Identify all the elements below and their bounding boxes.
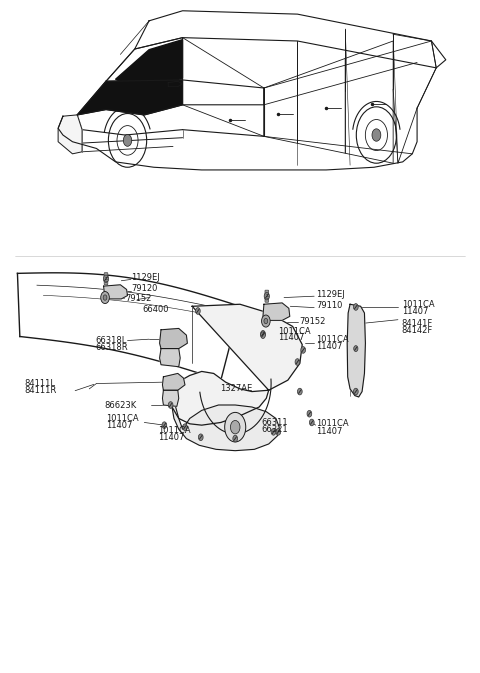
Text: 1129EJ: 1129EJ <box>317 290 345 299</box>
Polygon shape <box>104 285 128 299</box>
Polygon shape <box>159 349 180 367</box>
Text: 1011CA: 1011CA <box>316 334 348 344</box>
Circle shape <box>301 347 306 353</box>
Polygon shape <box>263 303 290 320</box>
Text: 86623K: 86623K <box>105 400 137 409</box>
Text: 79152: 79152 <box>125 294 152 304</box>
Circle shape <box>261 332 265 339</box>
Text: 1011CA: 1011CA <box>278 326 311 336</box>
Text: 11407: 11407 <box>316 342 342 351</box>
Circle shape <box>310 419 314 426</box>
Circle shape <box>298 388 302 395</box>
Text: 1011CA: 1011CA <box>317 419 349 428</box>
Text: 84142F: 84142F <box>402 326 433 335</box>
Text: 84141F: 84141F <box>402 318 433 328</box>
Circle shape <box>264 293 269 300</box>
Circle shape <box>195 308 200 314</box>
Polygon shape <box>168 81 182 87</box>
Polygon shape <box>172 394 279 451</box>
Text: 84111R: 84111R <box>24 386 57 396</box>
Text: 66400: 66400 <box>142 305 168 314</box>
Circle shape <box>103 275 108 283</box>
Circle shape <box>123 135 132 146</box>
Circle shape <box>354 346 358 351</box>
Text: 11407: 11407 <box>402 307 428 316</box>
Circle shape <box>168 402 173 409</box>
Polygon shape <box>162 374 185 390</box>
Circle shape <box>233 435 238 442</box>
Text: 1327AE: 1327AE <box>220 384 252 394</box>
Text: 1129EJ: 1129EJ <box>132 273 160 282</box>
Polygon shape <box>159 328 187 349</box>
Circle shape <box>225 413 246 442</box>
Text: 11407: 11407 <box>157 433 184 442</box>
Circle shape <box>103 295 107 300</box>
Circle shape <box>101 291 109 304</box>
Circle shape <box>276 429 281 435</box>
Circle shape <box>182 424 187 431</box>
Circle shape <box>162 422 167 429</box>
Text: 66318R: 66318R <box>96 343 128 353</box>
Text: 11407: 11407 <box>317 427 343 435</box>
Polygon shape <box>58 115 82 154</box>
Circle shape <box>372 129 381 141</box>
Circle shape <box>262 315 270 327</box>
Text: 79110: 79110 <box>317 301 343 310</box>
Text: 79152: 79152 <box>300 317 326 326</box>
Circle shape <box>261 330 265 337</box>
Circle shape <box>198 434 203 441</box>
FancyBboxPatch shape <box>104 273 108 285</box>
Polygon shape <box>172 304 302 425</box>
Text: 79120: 79120 <box>132 283 158 293</box>
Text: 11407: 11407 <box>278 333 305 343</box>
Circle shape <box>353 304 358 310</box>
Circle shape <box>307 411 312 417</box>
Circle shape <box>264 318 268 324</box>
Circle shape <box>230 421 240 434</box>
Circle shape <box>353 388 358 395</box>
FancyBboxPatch shape <box>265 290 269 302</box>
Circle shape <box>271 429 276 435</box>
Text: 66311: 66311 <box>262 418 288 427</box>
Text: 1011CA: 1011CA <box>157 426 190 435</box>
Text: 66321: 66321 <box>262 425 288 434</box>
Polygon shape <box>116 40 182 92</box>
Polygon shape <box>77 80 182 115</box>
Text: 66318L: 66318L <box>96 336 127 345</box>
Text: 11407: 11407 <box>106 421 132 430</box>
Text: 84111L: 84111L <box>24 379 56 388</box>
Text: 1011CA: 1011CA <box>106 414 139 423</box>
Polygon shape <box>162 390 179 406</box>
Polygon shape <box>347 304 365 397</box>
Text: 1011CA: 1011CA <box>402 299 434 309</box>
Circle shape <box>295 359 300 365</box>
